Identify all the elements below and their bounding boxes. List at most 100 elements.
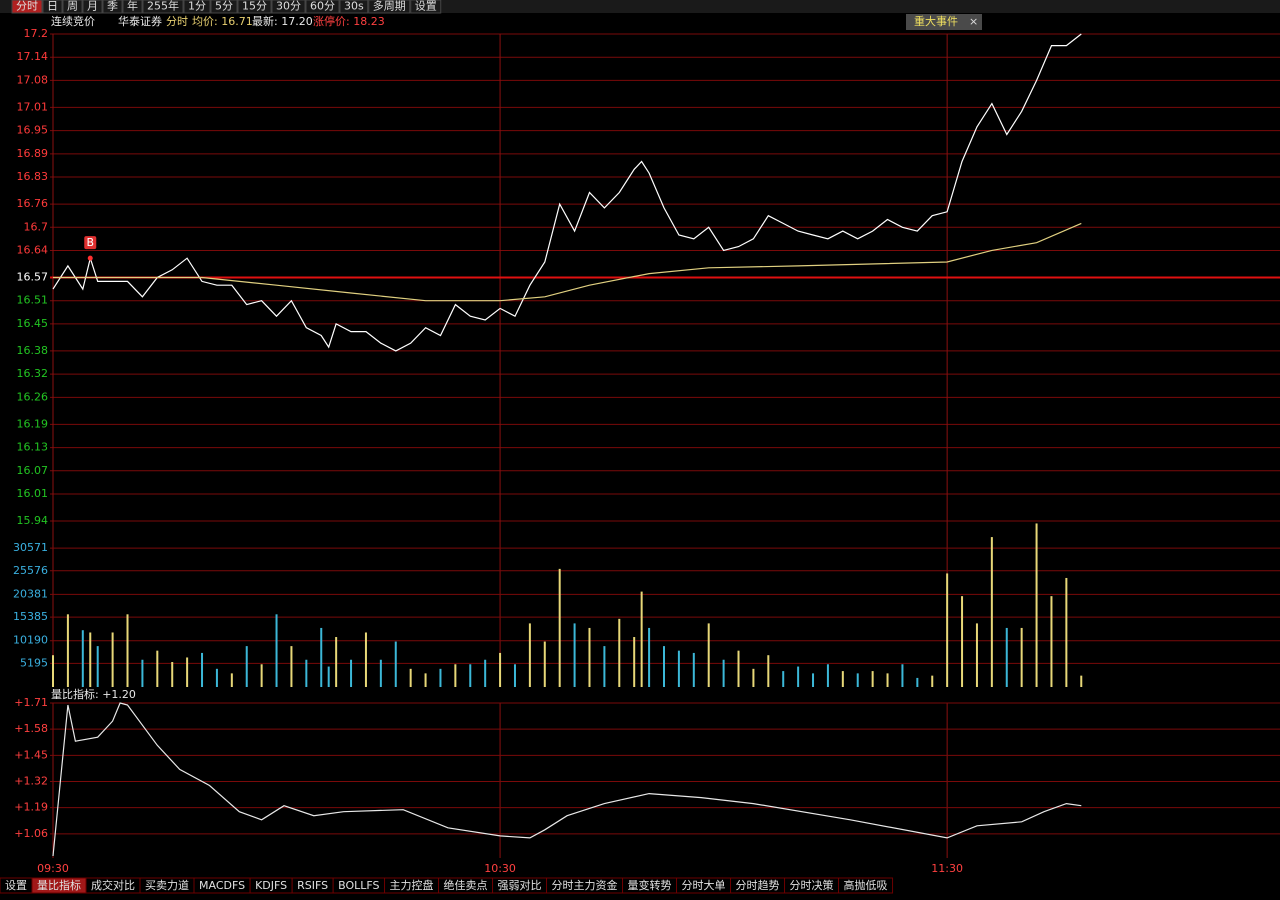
toolbar-item-bg[interactable] — [62, 0, 83, 14]
toolbar-item-label[interactable]: 30s — [344, 0, 364, 13]
line-series — [52, 33, 1082, 352]
tab[interactable]: 成交对比 — [85, 877, 141, 894]
tab-label[interactable]: MACDFS — [199, 879, 245, 892]
tab[interactable]: 高抛低吸 — [838, 877, 894, 894]
tab-label[interactable]: 买卖力道 — [145, 878, 189, 892]
volume-bar — [633, 637, 636, 687]
tab-label[interactable]: 分时大单 — [682, 878, 726, 892]
toolbar-item-bg[interactable] — [237, 0, 272, 14]
tab[interactable]: RSIFS — [291, 877, 334, 894]
toolbar-item-label[interactable]: 15分 — [242, 0, 267, 13]
toolbar-item-label[interactable]: 1分 — [188, 0, 206, 13]
event-button[interactable] — [906, 14, 982, 30]
tab[interactable]: 设置 — [0, 877, 33, 894]
y-tick-label: +1.45 — [14, 748, 48, 761]
tab[interactable]: MACDFS — [193, 877, 251, 894]
toolbar-item-bg[interactable] — [410, 0, 442, 14]
toolbar-item[interactable]: 30s — [339, 0, 369, 14]
tab-label[interactable]: 主力控盘 — [390, 878, 434, 892]
toolbar-item-bg[interactable] — [102, 0, 123, 14]
tab[interactable]: 绝佳卖点 — [438, 877, 494, 894]
close-icon[interactable]: × — [969, 15, 978, 28]
tab[interactable]: 分时决策 — [784, 877, 840, 894]
toolbar-item-label[interactable]: 周 — [67, 0, 78, 13]
tab-label[interactable]: 成交对比 — [91, 878, 135, 892]
toolbar-item-label[interactable]: 月 — [87, 0, 98, 13]
toolbar-item-label[interactable]: 年 — [127, 0, 138, 13]
toolbar-item[interactable]: 分时 — [11, 0, 43, 14]
toolbar-item[interactable]: 月 — [82, 0, 103, 14]
toolbar-item-bg[interactable] — [305, 0, 340, 14]
tab-label[interactable]: RSIFS — [297, 879, 328, 892]
toolbar-item-label[interactable]: 30分 — [276, 0, 301, 13]
toolbar-item-label[interactable]: 季 — [107, 0, 118, 13]
toolbar-item[interactable]: 5分 — [210, 0, 238, 14]
tab[interactable]: 量比指标 — [31, 877, 87, 894]
tab-label[interactable]: 绝佳卖点 — [444, 878, 488, 892]
tab[interactable]: 强弱对比 — [492, 877, 548, 894]
toolbar-item[interactable]: 日 — [42, 0, 63, 14]
toolbar-item[interactable]: 255年 — [142, 0, 184, 14]
toolbar-item-bg[interactable] — [368, 0, 411, 14]
toolbar-item-bg[interactable] — [11, 0, 43, 14]
tab-label[interactable]: 设置 — [5, 879, 27, 892]
toolbar-item[interactable]: 1分 — [183, 0, 211, 14]
toolbar-item-label[interactable]: 日 — [47, 0, 58, 13]
tab[interactable]: 分时主力资金 — [546, 877, 624, 894]
toolbar-item-bg[interactable] — [122, 0, 143, 14]
tab[interactable]: 买卖力道 — [139, 877, 195, 894]
toolbar-item-bg[interactable] — [183, 0, 211, 14]
tab-label[interactable]: 分时趋势 — [736, 879, 780, 892]
toolbar-item-bg[interactable] — [142, 0, 184, 14]
volume-bar — [677, 650, 680, 687]
toolbar-item-bg[interactable] — [42, 0, 63, 14]
toolbar-item[interactable]: 多周期 — [368, 0, 411, 14]
toolbar-item-label[interactable]: 多周期 — [373, 0, 406, 13]
tab-label[interactable]: 高抛低吸 — [844, 878, 888, 892]
tab-label[interactable]: 分时决策 — [790, 878, 834, 892]
volume-bar — [722, 659, 725, 687]
toolbar-item[interactable]: 60分 — [305, 0, 340, 14]
tab-label[interactable]: 强弱对比 — [498, 878, 542, 892]
tab-label[interactable]: BOLLFS — [338, 879, 379, 892]
tab[interactable]: 主力控盘 — [384, 877, 440, 894]
toolbar-bg — [0, 0, 1280, 13]
tab-label[interactable]: KDJFS — [255, 879, 287, 892]
toolbar-item[interactable]: 周 — [62, 0, 83, 14]
volume-bar — [335, 637, 338, 687]
tab[interactable]: KDJFS — [249, 877, 293, 894]
toolbar-item[interactable]: 30分 — [271, 0, 306, 14]
toolbar-item-bg[interactable] — [271, 0, 306, 14]
y-tick-label: 10190 — [13, 634, 48, 647]
toolbar-item-label[interactable]: 255年 — [147, 0, 179, 13]
tab-bg[interactable] — [838, 877, 894, 894]
volume-bar — [916, 677, 919, 687]
toolbar-item-bg[interactable] — [339, 0, 369, 14]
toolbar-item-label[interactable]: 60分 — [310, 0, 335, 13]
toolbar-item[interactable]: 15分 — [237, 0, 272, 14]
tab[interactable]: 分时趋势 — [730, 877, 786, 894]
tab-label[interactable]: 量变转势 — [628, 878, 672, 892]
tab-label[interactable]: 分时主力资金 — [552, 878, 618, 892]
toolbar-item-bg[interactable] — [82, 0, 103, 14]
line-series — [52, 702, 1082, 857]
toolbar-item[interactable]: 年 — [122, 0, 143, 14]
toolbar-item-label[interactable]: 分时 — [16, 0, 38, 13]
y-tick-label: 16.83 — [17, 170, 49, 183]
tab[interactable]: 分时大单 — [676, 877, 732, 894]
toolbar-item-bg[interactable] — [210, 0, 238, 14]
tab-label[interactable]: 量比指标 — [37, 878, 81, 892]
volume-bar — [260, 664, 263, 687]
tab[interactable]: BOLLFS — [332, 877, 386, 894]
volume-bar — [305, 659, 308, 687]
volume-bar — [663, 646, 665, 687]
volume-bar — [484, 659, 487, 687]
tab[interactable]: 量变转势 — [622, 877, 678, 894]
volume-bar — [89, 632, 92, 687]
toolbar-item-label[interactable]: 5分 — [215, 0, 233, 13]
toolbar-item[interactable]: 季 — [102, 0, 123, 14]
y-tick-label: 16.19 — [17, 417, 49, 430]
toolbar-item[interactable]: 设置 — [410, 0, 442, 14]
toolbar-item-label[interactable]: 设置 — [415, 0, 437, 13]
event-button-label[interactable]: 重大事件 — [914, 14, 958, 28]
